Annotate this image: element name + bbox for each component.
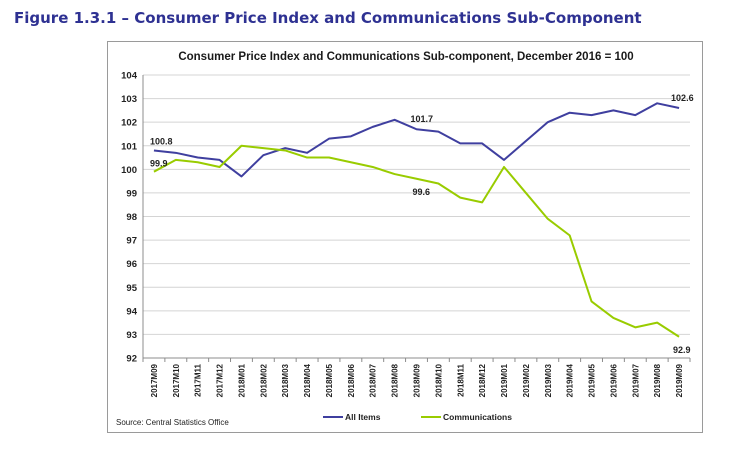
y-tick-label: 94 <box>126 306 137 317</box>
x-tick-label: 2019M03 <box>544 363 553 397</box>
y-tick-label: 95 <box>126 283 137 294</box>
y-tick-label: 103 <box>121 94 137 105</box>
y-tick-label: 97 <box>126 236 137 247</box>
y-tick-label: 92 <box>126 354 137 365</box>
y-tick-label: 98 <box>126 212 137 223</box>
x-tick-label: 2019M05 <box>588 363 597 397</box>
y-tick-label: 100 <box>121 165 137 176</box>
x-tick-label: 2018M07 <box>369 363 378 397</box>
y-tick-label: 104 <box>121 71 138 82</box>
data-labels: 100.8 99.9 101.7 99.6 102.6 92.9 <box>150 93 694 355</box>
cpi-line-chart: Consumer Price Index and Communications … <box>116 51 694 427</box>
x-tick-label: 2019M01 <box>500 363 509 397</box>
x-tick-label: 2019M07 <box>631 363 640 397</box>
x-tick-label: 2018M01 <box>237 363 246 397</box>
x-tick-label: 2018M06 <box>347 363 356 397</box>
x-tick-label: 2017M09 <box>150 363 159 397</box>
y-tick-label: 96 <box>126 259 137 270</box>
x-tick-label: 2019M09 <box>675 363 684 397</box>
legend-communications-label: Communications <box>443 412 512 422</box>
x-tick-label: 2019M06 <box>609 363 618 397</box>
chart-container: Consumer Price Index and Communications … <box>107 41 703 433</box>
x-tick-label: 2018M10 <box>434 363 443 397</box>
data-label: 99.6 <box>413 187 431 197</box>
x-tick-label: 2018M08 <box>391 363 400 397</box>
legend: All Items Communications <box>323 412 512 422</box>
data-label: 101.7 <box>411 114 434 124</box>
figure-title: Figure 1.3.1 – Consumer Price Index and … <box>14 9 642 27</box>
data-label: 92.9 <box>673 345 691 355</box>
y-tick-label: 99 <box>126 188 137 199</box>
x-tick-label: 2019M04 <box>566 363 575 397</box>
data-label: 102.6 <box>671 93 694 103</box>
chart-title: Consumer Price Index and Communications … <box>178 51 633 63</box>
axes: 92 93 94 95 96 97 98 99 100 101 102 103 104 2017M09 20… <box>121 71 691 397</box>
x-tick-label: 2017M10 <box>172 363 181 397</box>
series-line-communications <box>153 144 680 338</box>
x-tick-label: 2017M12 <box>216 363 225 397</box>
x-tick-label: 2018M05 <box>325 363 334 397</box>
x-tick-label: 2018M11 <box>456 363 465 396</box>
series-line-all-items <box>153 102 680 178</box>
data-label: 99.9 <box>150 159 168 169</box>
legend-all-items-label: All Items <box>345 412 381 422</box>
x-tick-label: 2018M03 <box>281 363 290 397</box>
y-tick-label: 102 <box>121 118 137 129</box>
grid-lines <box>143 74 690 359</box>
x-tick-label: 2018M09 <box>413 363 422 397</box>
x-tick-label: 2018M02 <box>259 363 268 397</box>
x-tick-label: 2018M12 <box>478 363 487 397</box>
x-tick-label: 2018M04 <box>303 363 312 397</box>
y-tick-label: 93 <box>126 330 137 341</box>
data-label: 100.8 <box>150 136 173 146</box>
series-lines <box>153 102 680 338</box>
source-note: Source: Central Statistics Office <box>116 418 229 427</box>
x-tick-label: 2019M08 <box>653 363 662 397</box>
y-tick-label: 101 <box>121 141 138 152</box>
x-tick-label: 2019M02 <box>522 363 531 397</box>
x-tick-label: 2017M11 <box>194 363 203 396</box>
